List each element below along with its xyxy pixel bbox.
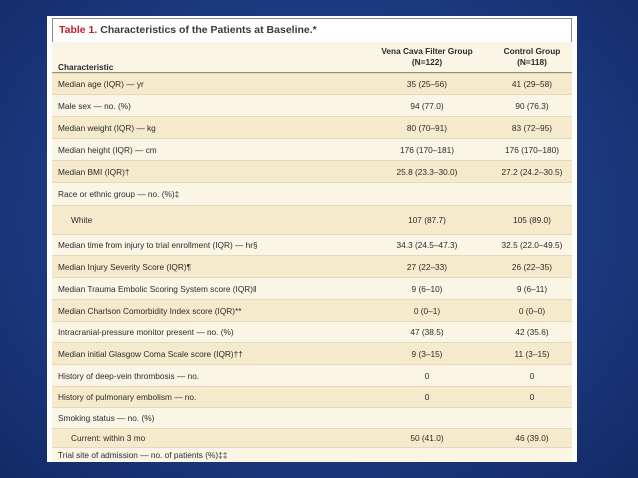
row-filter-value: 35 (25–56) [406, 79, 448, 89]
row-filter-value [362, 448, 492, 462]
row-characteristic: Median Injury Severity Score (IQR)¶ [58, 261, 192, 272]
header-divider [52, 72, 572, 73]
row-characteristic: Current: within 3 mo [71, 433, 146, 443]
row-characteristic: Median weight (IQR) — kg [58, 122, 156, 133]
row-control-value: 90 (76.3) [515, 100, 549, 111]
row-filter-value: 47 (38.5) [410, 327, 444, 337]
row-filter-value: 9 (3–15) [411, 348, 443, 359]
table-label: Table 1. [59, 24, 98, 36]
row-control-value [492, 448, 572, 462]
table-row: Intracranial-pressure monitor present — … [52, 321, 572, 342]
table-row: Median Charlson Comorbidity Index score … [52, 299, 572, 321]
row-control-value [492, 183, 572, 205]
table-row: Median initial Glasgow Coma Scale score … [52, 342, 572, 364]
table-row: Median height (IQR) — cm 176 (170–181) 176… [52, 138, 572, 160]
header-control-group: Control Group (N=118) [492, 42, 572, 72]
row-control-value: 32.5 (22.0–49.5) [501, 240, 563, 250]
table-figure: Table 1. Characteristics of the Patients… [47, 16, 577, 462]
table-row: Trial site of admission — no. of patient… [52, 447, 572, 462]
table-row: History of deep-vein thrombosis — no. 0 0 [52, 364, 572, 386]
table-row: Male sex — no. (%) 94 (77.0) 90 (76.3) [52, 94, 572, 116]
row-filter-value: 50 (41.0) [410, 433, 444, 443]
row-filter-value: 0 (0–1) [413, 305, 441, 316]
row-control-value: 9 (6–11) [516, 283, 548, 294]
row-filter-value: 0 [424, 370, 430, 381]
header-control-group-name: Control Group [503, 46, 561, 56]
row-characteristic: Median time from injury to trial enrollm… [58, 240, 258, 250]
row-characteristic: Smoking status — no. (%) [58, 413, 155, 423]
row-characteristic: Median height (IQR) — cm [58, 144, 157, 155]
table-row: Smoking status — no. (%) [52, 407, 572, 428]
row-filter-value: 107 (87.7) [408, 215, 446, 225]
table-title: Table 1. Characteristics of the Patients… [52, 18, 572, 43]
row-control-value: 41 (29–58) [511, 79, 553, 89]
row-control-value: 46 (39.0) [515, 433, 549, 443]
header-control-group-n: (N=118) [517, 57, 547, 67]
table-row: Median Injury Severity Score (IQR)¶ 27 (2… [52, 255, 572, 277]
table-header-row: Characteristic Vena Cava Filter Group (N… [52, 42, 572, 72]
table-row: Median BMI (IQR)† 25.8 (23.3–30.0) 27.2 (2… [52, 160, 572, 182]
row-filter-value: 27 (22–33) [406, 261, 448, 272]
table-body: Characteristic Vena Cava Filter Group (N… [52, 42, 572, 462]
row-characteristic: History of pulmonary embolism — no. [58, 392, 197, 402]
row-filter-value [362, 408, 492, 428]
row-characteristic: Race or ethnic group — no. (%)‡ [58, 189, 180, 199]
row-characteristic: Median initial Glasgow Coma Scale score … [58, 348, 243, 359]
row-characteristic: Median Trauma Embolic Scoring System sco… [58, 283, 257, 294]
row-characteristic: Median Charlson Comorbidity Index score … [58, 305, 242, 316]
table-row: Race or ethnic group — no. (%)‡ [52, 182, 572, 205]
row-filter-value: 176 (170–181) [400, 144, 454, 155]
row-control-value [492, 408, 572, 428]
header-filter-group-n: (N=122) [411, 57, 443, 67]
row-filter-value: 34.3 (24.5–47.3) [396, 240, 458, 250]
table-row: Median time from injury to trial enrollm… [52, 234, 572, 255]
row-characteristic: White [71, 215, 93, 225]
row-filter-value: 9 (6–10) [411, 283, 443, 294]
row-filter-value: 0 [424, 392, 430, 402]
row-characteristic: Trial site of admission — no. of patient… [58, 450, 228, 460]
row-control-value: 0 [529, 392, 535, 402]
header-characteristic: Characteristic [58, 62, 114, 72]
row-control-value: 0 [529, 370, 535, 381]
table-row: History of pulmonary embolism — no. 0 0 [52, 386, 572, 407]
row-control-value: 83 (72–95) [511, 122, 553, 133]
row-control-value: 0 (0–0) [518, 305, 546, 316]
header-filter-group-name: Vena Cava Filter Group [381, 46, 473, 56]
row-control-value: 105 (89.0) [513, 215, 551, 225]
row-filter-value [362, 183, 492, 205]
row-filter-value: 94 (77.0) [410, 100, 444, 111]
row-filter-value: 25.8 (23.3–30.0) [396, 166, 458, 177]
row-control-value: 26 (22–35) [511, 261, 553, 272]
row-control-value: 11 (3–15) [514, 348, 550, 359]
row-control-value: 27.2 (24.2–30.5) [501, 166, 563, 177]
row-characteristic: Median BMI (IQR)† [58, 166, 130, 177]
table-row: Current: within 3 mo 50 (41.0) 46 (39.0) [52, 428, 572, 447]
row-control-value: 176 (170–180) [505, 144, 559, 155]
table-title-text: Characteristics of the Patients at Basel… [100, 24, 317, 36]
table-row: White 107 (87.7) 105 (89.0) [52, 205, 572, 234]
row-control-value: 42 (35.6) [515, 327, 549, 337]
header-filter-group: Vena Cava Filter Group (N=122) [362, 42, 492, 72]
row-characteristic: History of deep-vein thrombosis — no. [58, 370, 200, 381]
row-characteristic: Intracranial-pressure monitor present — … [58, 327, 234, 337]
table-row: Median weight (IQR) — kg 80 (70–91) 83 (72… [52, 116, 572, 138]
row-characteristic: Male sex — no. (%) [58, 100, 131, 111]
row-characteristic: Median age (IQR) — yr [58, 79, 144, 89]
row-filter-value: 80 (70–91) [406, 122, 448, 133]
table-row: Median Trauma Embolic Scoring System sco… [52, 277, 572, 299]
table-row: Median age (IQR) — yr 35 (25–56) 41 (29–58… [52, 73, 572, 94]
